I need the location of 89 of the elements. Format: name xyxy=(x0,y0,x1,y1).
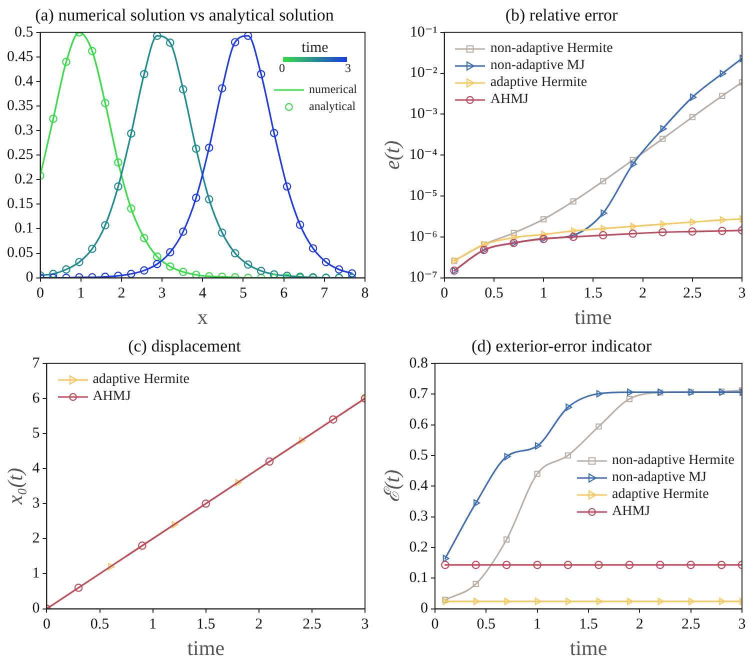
x-tick-label: 7 xyxy=(320,286,329,302)
x-axis-title: time xyxy=(187,636,225,660)
y-tick-label: 0 xyxy=(26,270,34,286)
x-tick-label: 3 xyxy=(738,616,746,633)
y-tick-label: 10⁻⁵ xyxy=(409,188,438,204)
y-tick-label: 10⁻³ xyxy=(410,106,438,122)
y-axis-title: x₀(t) xyxy=(3,468,28,506)
x-tick-label: 6 xyxy=(280,286,288,302)
y-tick-label: 0.3 xyxy=(14,122,34,138)
x-tick-label: 5 xyxy=(239,286,247,302)
chart-title: (d) exterior-error indicator xyxy=(472,336,652,356)
y-tick-label: 10⁻² xyxy=(410,65,438,82)
y-tick-label: 0.3 xyxy=(409,508,428,525)
legend-label: AHMJ xyxy=(490,91,528,108)
x-tick-label: 0.5 xyxy=(90,616,110,633)
y-tick-label: 1 xyxy=(32,566,40,582)
y-axis-title: ℰ(t) xyxy=(380,470,404,503)
chart-title: (c) displacement xyxy=(128,336,242,356)
x-tick-label: 3 xyxy=(361,616,369,633)
y-tick-label: 4 xyxy=(32,460,40,477)
x-tick-label: 2 xyxy=(255,616,263,633)
x-tick-label: 3 xyxy=(158,286,166,302)
annotation: 3 xyxy=(344,61,351,76)
y-tick-label: 0.4 xyxy=(14,73,34,90)
chart-title: (b) relative error xyxy=(505,6,618,25)
x-tick-label: 0 xyxy=(42,616,50,633)
x-tick-label: 3 xyxy=(738,286,746,302)
y-tick-label: 0.05 xyxy=(7,245,34,262)
x-tick-label: 2.5 xyxy=(302,616,322,633)
y-tick-label: 10⁻¹ xyxy=(410,24,438,40)
x-tick-label: 2 xyxy=(636,616,644,633)
x-tick-label: 1.5 xyxy=(196,616,216,633)
y-tick-label: 5 xyxy=(32,425,40,442)
legend-label: AHMJ xyxy=(92,388,131,406)
x-tick-label: 1 xyxy=(540,286,548,302)
x-tick-label: 1.5 xyxy=(584,286,603,302)
y-tick-label: 0.6 xyxy=(409,416,428,433)
y-tick-label: 0.4 xyxy=(409,478,428,494)
y-tick-label: 0.2 xyxy=(14,172,34,188)
x-tick-label: 4 xyxy=(198,286,207,302)
y-tick-label: 0 xyxy=(32,600,40,617)
chart-title: (a) numerical solution vs analytical solution xyxy=(35,6,334,25)
y-axis-title: e(t) xyxy=(380,140,404,170)
x-tick-label: 1 xyxy=(534,616,542,633)
x-tick-label: 1.5 xyxy=(579,616,598,633)
x-tick-label: 0.5 xyxy=(476,616,496,633)
y-tick-label: 3 xyxy=(32,496,40,512)
x-tick-label: 2 xyxy=(118,286,126,302)
y-tick-label: 6 xyxy=(32,390,40,406)
x-tick-label: 2 xyxy=(639,286,647,302)
legend-label: numerical xyxy=(309,81,357,98)
legend-label: non-adaptive Hermite xyxy=(612,452,734,470)
y-tick-label: 0.8 xyxy=(409,355,428,372)
y-tick-label: 0.5 xyxy=(409,447,428,464)
legend-label: non-adaptive Hermite xyxy=(490,40,613,58)
y-tick-label: 0.45 xyxy=(7,48,34,65)
y-tick-label: 0.5 xyxy=(14,24,34,40)
legend-label: analytical xyxy=(309,98,356,116)
x-tick-label: 2.5 xyxy=(683,286,702,302)
x-axis-title: time xyxy=(574,304,612,329)
legend-label: non-adaptive MJ xyxy=(612,469,706,486)
y-tick-label: 0.2 xyxy=(409,539,428,556)
y-tick-label: 0.1 xyxy=(14,220,34,237)
x-tick-label: 0 xyxy=(440,286,448,302)
x-tick-label: 1 xyxy=(77,286,85,302)
x-axis-title: time xyxy=(570,636,608,660)
x-tick-label: 8 xyxy=(361,286,369,302)
annotation: 0 xyxy=(278,61,285,76)
y-tick-label: 2 xyxy=(32,530,40,547)
y-tick-label: 0.1 xyxy=(409,570,428,586)
legend-label: adaptive Hermite xyxy=(92,371,190,388)
x-tick-label: 1 xyxy=(149,616,157,633)
legend-label: AHMJ xyxy=(612,503,650,520)
y-tick-label: 0.7 xyxy=(409,386,428,402)
color-bar-title: time xyxy=(302,40,328,58)
legend-label: adaptive Hermite xyxy=(490,74,588,92)
y-tick-label: 0 xyxy=(420,600,428,617)
legend-label: non-adaptive MJ xyxy=(490,57,585,74)
y-tick-label: 7 xyxy=(32,355,40,372)
legend-label: adaptive Hermite xyxy=(612,486,709,504)
x-tick-label: 0.5 xyxy=(484,286,504,302)
y-tick-label: 0.15 xyxy=(7,196,34,212)
x-axis-title: x xyxy=(197,304,208,329)
y-tick-label: 10⁻⁶ xyxy=(409,228,438,245)
y-tick-label: 0.35 xyxy=(7,98,34,114)
y-tick-label: 10⁻⁷ xyxy=(409,270,438,286)
y-tick-label: 0.25 xyxy=(7,147,34,164)
y-tick-label: 10⁻⁴ xyxy=(409,147,438,164)
x-tick-label: 2.5 xyxy=(681,616,700,633)
